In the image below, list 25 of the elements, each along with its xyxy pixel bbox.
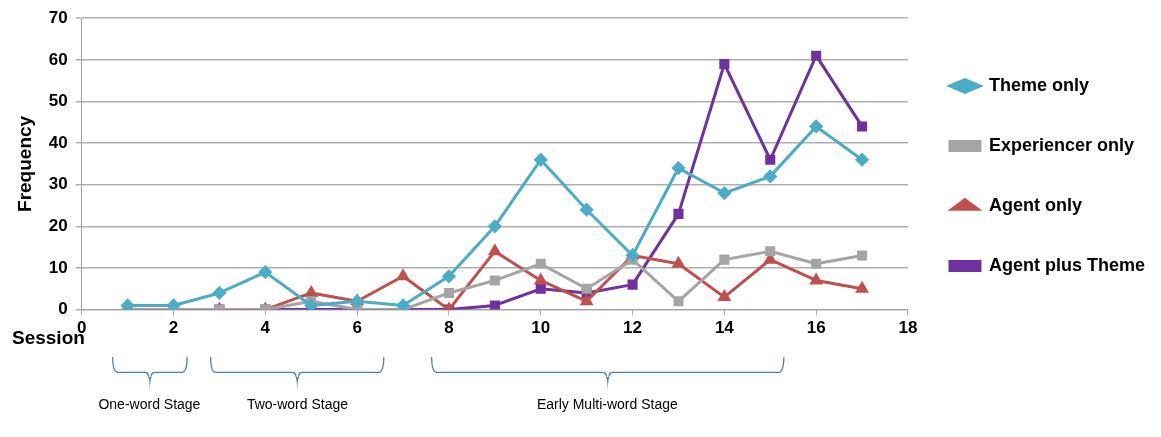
text: Early Multi-word Stage bbox=[536, 396, 678, 413]
legend-label: Agent plus Theme bbox=[988, 254, 1145, 275]
y-tick-label: 0 bbox=[58, 299, 68, 319]
text: Two-word Stage bbox=[246, 396, 349, 413]
y-tick-label: 70 bbox=[48, 7, 68, 27]
legend-label: Agent only bbox=[988, 194, 1082, 215]
x-tick-label: 6 bbox=[352, 318, 362, 338]
x-tick-label: 12 bbox=[623, 318, 643, 338]
text: One-word Stage bbox=[98, 396, 201, 413]
x-tick-label: 4 bbox=[260, 318, 271, 338]
y-tick-label: 20 bbox=[48, 216, 68, 236]
y-tick-label: 10 bbox=[48, 257, 68, 277]
x-tick-label: 14 bbox=[714, 318, 735, 338]
legend-label: Experiencer only bbox=[988, 134, 1135, 155]
x-tick-label: 8 bbox=[444, 318, 454, 338]
y-tick-label: 40 bbox=[48, 132, 68, 152]
x-tick-label: 10 bbox=[531, 318, 551, 338]
y-tick-label: 30 bbox=[48, 174, 68, 194]
x-tick-label: 18 bbox=[898, 318, 918, 338]
legend-label: Theme only bbox=[988, 74, 1090, 95]
y-axis-title: Frequency bbox=[13, 115, 35, 212]
y-tick-label: 50 bbox=[48, 91, 68, 111]
y-tick-label: 60 bbox=[48, 49, 68, 69]
x-tick-label: 16 bbox=[806, 318, 826, 338]
x-tick-label: 2 bbox=[168, 318, 179, 338]
